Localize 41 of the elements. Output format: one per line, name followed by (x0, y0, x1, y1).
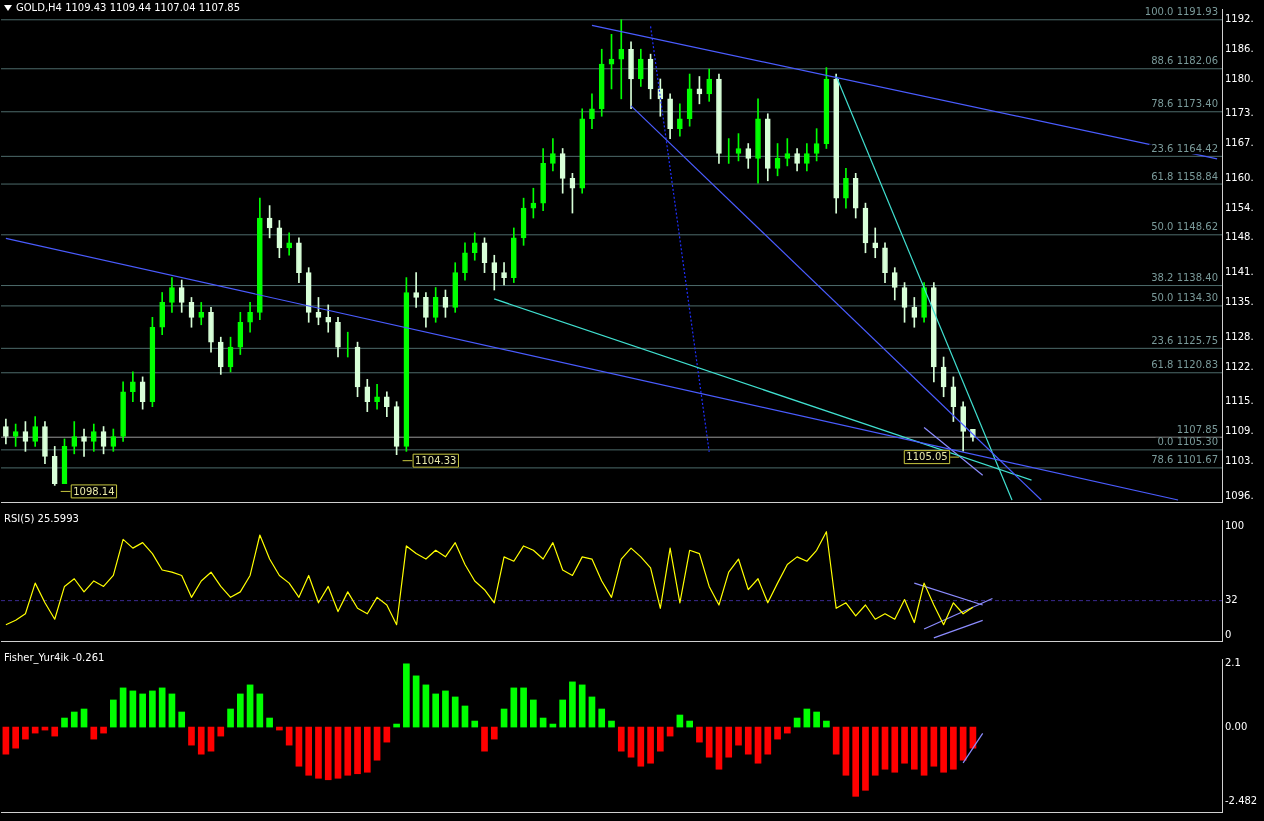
ref-line-label: 100.0 1191.93 (1144, 6, 1218, 18)
y-tick-label: 1186. (1225, 42, 1254, 54)
y-tick-label: 1135. (1225, 296, 1254, 308)
annotation: 1104.33 (415, 454, 457, 466)
y-tick-label: 0 (1225, 629, 1232, 641)
annotation: 1098.14 (73, 485, 115, 497)
y-tick-label: 1180. (1225, 72, 1254, 84)
y-tick-label: 1141. (1225, 266, 1254, 278)
ref-line-label: 78.6 1101.67 (1151, 454, 1218, 466)
y-tick-label: 1096. (1225, 489, 1254, 501)
y-tick-label: 1167. (1225, 137, 1254, 149)
y-tick-label: 0.00 (1225, 720, 1248, 732)
y-tick-label: 1128. (1225, 330, 1254, 342)
ref-line-label: 23.6 1125.75 (1151, 334, 1218, 346)
y-tick-label: -2.482 (1225, 795, 1258, 807)
ref-line-label: 38.2 1138.40 (1151, 272, 1218, 284)
y-tick-label: 2.1 (1225, 657, 1241, 669)
y-tick-label: 1109. (1225, 425, 1254, 437)
ref-line-label: 0.0 1105.30 (1157, 436, 1218, 448)
y-tick-label: 1154. (1225, 201, 1254, 213)
chart-title: GOLD,H4 1109.43 1109.44 1107.04 1107.85 (16, 1, 241, 13)
y-tick-label: 1192. (1225, 13, 1254, 25)
chart-title: RSI(5) 25.5993 (4, 512, 79, 524)
y-tick-label: 32 (1225, 594, 1238, 606)
y-tick-label: 1103. (1225, 454, 1254, 466)
y-tick-label: 1148. (1225, 231, 1254, 243)
y-tick-label: 1115. (1225, 395, 1254, 407)
ref-line-label: 50.0 1148.62 (1151, 221, 1218, 233)
y-tick-label: 100 (1225, 519, 1245, 531)
ref-line-label: 1107.85 (1176, 423, 1218, 435)
chart-title: Fisher_Yur4ik -0.261 (4, 651, 105, 664)
ref-line-label: 61.8 1158.84 (1151, 170, 1218, 182)
ref-line-label: 61.8 1120.83 (1151, 359, 1218, 371)
ref-line-label: 78.6 1173.40 (1151, 98, 1218, 110)
ref-line-label: 88.6 1182.06 (1151, 55, 1218, 67)
y-tick-label: 1122. (1225, 360, 1254, 372)
ref-line-label: 23.6 1164.42 (1151, 142, 1218, 154)
y-tick-label: 1160. (1225, 171, 1254, 183)
y-tick-label: 1173. (1225, 107, 1254, 119)
annotation: 1105.05 (906, 451, 948, 463)
ref-line-label: 50.0 1134.30 (1151, 292, 1218, 304)
